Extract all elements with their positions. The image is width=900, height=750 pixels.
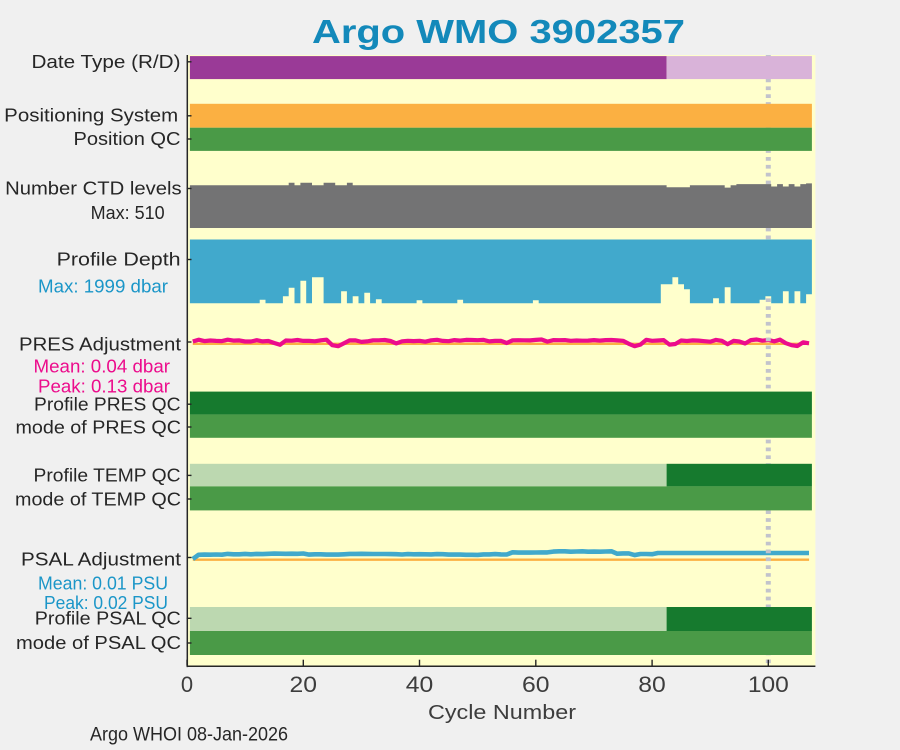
svg-text:Mean: 0.01 PSU: Mean: 0.01 PSU: [38, 574, 168, 594]
svg-text:Positioning System: Positioning System: [4, 106, 178, 126]
svg-text:Position QC: Position QC: [74, 129, 181, 149]
svg-text:Max: 510: Max: 510: [91, 203, 165, 223]
svg-text:Peak: 0.13 dbar: Peak: 0.13 dbar: [38, 377, 170, 397]
svg-text:mode of PRES QC: mode of PRES QC: [16, 417, 182, 437]
svg-text:80: 80: [638, 672, 666, 697]
svg-text:0: 0: [181, 672, 193, 697]
svg-text:Profile PSAL QC: Profile PSAL QC: [35, 608, 181, 628]
svg-text:Profile Depth: Profile Depth: [57, 250, 181, 270]
svg-text:100: 100: [748, 672, 789, 697]
svg-text:Profile TEMP QC: Profile TEMP QC: [34, 466, 181, 486]
svg-text:Argo WHOI 08-Jan-2026: Argo WHOI 08-Jan-2026: [90, 725, 288, 746]
svg-text:mode of TEMP QC: mode of TEMP QC: [15, 489, 181, 509]
svg-text:Max: 1999 dbar: Max: 1999 dbar: [38, 276, 168, 296]
svg-text:Profile PRES QC: Profile PRES QC: [34, 395, 181, 415]
svg-text:Date Type (R/D): Date Type (R/D): [32, 52, 181, 72]
svg-text:60: 60: [522, 672, 550, 697]
svg-text:20: 20: [290, 672, 318, 697]
svg-text:Number CTD levels: Number CTD levels: [5, 179, 182, 199]
svg-text:Argo WMO 3902357: Argo WMO 3902357: [312, 13, 685, 50]
svg-text:40: 40: [406, 672, 434, 697]
svg-text:PRES Adjustment: PRES Adjustment: [19, 334, 181, 354]
svg-text:Cycle Number: Cycle Number: [428, 702, 576, 724]
svg-text:Peak: 0.02 PSU: Peak: 0.02 PSU: [44, 593, 168, 613]
svg-text:PSAL Adjustment: PSAL Adjustment: [21, 549, 181, 569]
svg-text:Mean: 0.04 dbar: Mean: 0.04 dbar: [34, 357, 171, 377]
svg-text:mode of PSAL QC: mode of PSAL QC: [16, 633, 181, 653]
